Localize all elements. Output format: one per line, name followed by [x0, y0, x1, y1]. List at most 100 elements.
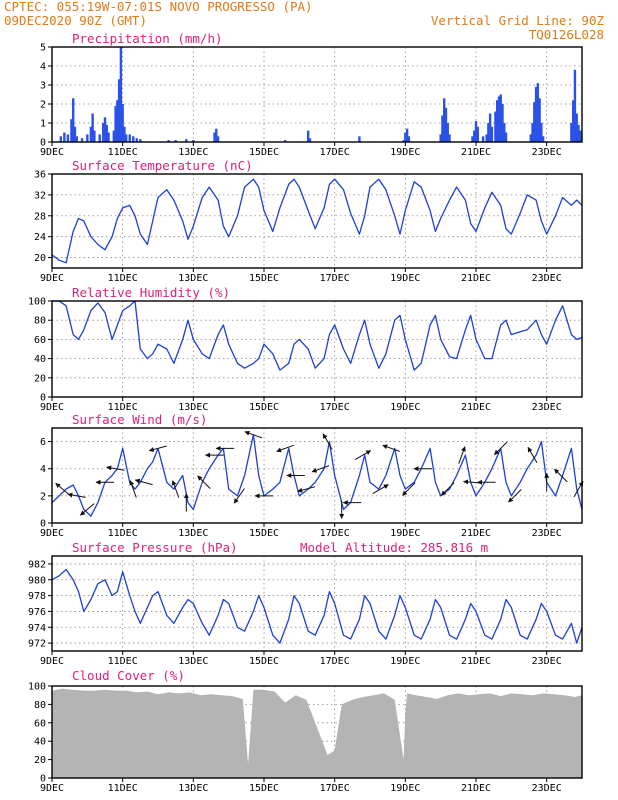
precip-bar — [112, 130, 116, 142]
wind-frame — [51, 427, 583, 524]
precip-bar — [91, 113, 94, 142]
humidity-title: Relative Humidity (%) — [72, 285, 230, 300]
precip-bar — [444, 107, 448, 142]
wind-direction-arrow — [354, 450, 372, 461]
precip-bar — [89, 126, 93, 142]
humidity-xtick-label: 13DEC — [178, 402, 208, 413]
pressure-ytick-label: 974 — [28, 623, 46, 634]
temperature-ytick-label: 36 — [34, 170, 46, 181]
precip-bar — [185, 139, 188, 142]
precip-bar — [497, 96, 501, 142]
cloud-cover-xtick-label: 17DEC — [320, 783, 350, 794]
wind-direction-arrow — [297, 486, 316, 493]
wind-xtick-label: 23DEC — [532, 528, 562, 539]
pressure-xtick-label: 23DEC — [532, 656, 562, 667]
precip-bar — [125, 134, 128, 142]
precip-bar — [405, 128, 409, 142]
temperature-frame — [51, 173, 583, 269]
precip-bar — [102, 123, 105, 142]
precip-bar — [86, 134, 89, 142]
pressure-series-line — [51, 568, 583, 644]
wind-direction-arrow — [372, 484, 389, 495]
humidity-xtick-label: 23DEC — [532, 402, 562, 413]
precip-bar — [499, 94, 502, 142]
cloud-cover-ytick-label: 20 — [34, 755, 46, 766]
precip-bar — [119, 47, 123, 142]
wind-direction-arrow — [458, 446, 466, 464]
precip-bar — [487, 123, 490, 142]
precipitation-ytick-label: 0 — [40, 138, 46, 149]
wind-ytick-label: 6 — [40, 437, 46, 448]
wind-direction-arrow — [171, 480, 180, 498]
pressure-xtick-label: 13DEC — [178, 656, 208, 667]
cloud-cover-area — [52, 688, 582, 778]
wind-title: Surface Wind (m/s) — [72, 412, 207, 427]
precip-bar — [121, 104, 124, 142]
precipitation-ytick-label: 2 — [40, 100, 46, 111]
precipitation-xtick-label: 13DEC — [178, 147, 208, 158]
pressure-frame — [51, 555, 583, 652]
precip-bar — [577, 124, 580, 142]
wind-direction-arrow — [402, 482, 416, 496]
precip-bar — [107, 132, 110, 142]
temperature-ytick-label: 28 — [34, 211, 46, 222]
temperature-panel: 20 24 28 32 36 9DEC 11DEC 13DEC 15DEC 17DEC 19DEC 2… — [34, 158, 583, 284]
wind-direction-arrow — [494, 441, 508, 456]
precip-bar — [80, 138, 84, 142]
pressure-xtick-label: 17DEC — [320, 656, 350, 667]
humidity-xtick-label: 15DEC — [249, 402, 279, 413]
wind-direction-arrow — [382, 444, 400, 452]
temperature-xtick-label: 17DEC — [320, 273, 350, 284]
precip-bar — [139, 139, 142, 142]
wind-ytick-label: 0 — [40, 519, 46, 530]
pressure-xtick-label: 15DEC — [249, 656, 279, 667]
precipitation-xtick-label: 23DEC — [532, 147, 562, 158]
humidity-panel: 0 20 40 60 80 100 9DEC 11DEC 13DEC 15DEC 17DEC 19DE… — [28, 285, 583, 413]
precip-bar — [98, 134, 101, 142]
humidity-series-line — [52, 300, 583, 371]
precip-bar — [284, 140, 287, 142]
precip-bar — [439, 134, 442, 142]
header-date: 09DEC2020 90Z (GMT) — [4, 13, 147, 28]
humidity-frame — [51, 300, 583, 398]
wind-direction-arrow — [441, 482, 455, 496]
precip-bar — [306, 130, 310, 142]
cloud-cover-ytick-label: 40 — [34, 737, 46, 748]
precip-bar — [358, 136, 361, 142]
cloud-cover-xtick-label: 11DEC — [108, 783, 138, 794]
wind-panel: 0 2 4 6 9DEC 11DEC 13DEC 15DEC 17DEC 19DEC 21DEC 23… — [40, 412, 584, 539]
cloud-cover-panel: 0 20 40 60 80 100 9DEC 11DEC 13DEC 15DEC 17DEC 19DE… — [28, 668, 583, 794]
temperature-xtick-label: 19DEC — [390, 273, 420, 284]
wind-xtick-label: 17DEC — [320, 528, 350, 539]
cloud-cover-xtick-label: 15DEC — [249, 783, 279, 794]
temperature-xtick-label: 15DEC — [249, 273, 279, 284]
wind-direction-arrow — [276, 444, 294, 453]
temperature-xtick-label: 11DEC — [108, 273, 138, 284]
temperature-ytick-label: 24 — [34, 232, 46, 243]
precipitation-ytick-label: 4 — [40, 62, 46, 73]
pressure-panel: 972 974 976 978 980 982 9DEC 11DEC 13DEC 15DEC 17D… — [28, 540, 583, 667]
cloud-cover-xtick-label: 23DEC — [532, 783, 562, 794]
temperature-xtick-label: 13DEC — [178, 273, 208, 284]
wind-direction-arrow — [554, 468, 568, 483]
precip-bar — [66, 134, 70, 142]
precip-bar — [117, 79, 121, 142]
cloud-cover-xtick-label: 13DEC — [178, 783, 208, 794]
precip-bar — [476, 126, 479, 142]
pressure-ytick-label: 976 — [28, 607, 46, 618]
precip-bar — [441, 115, 444, 142]
precip-bar — [105, 124, 108, 142]
precipitation-ytick-label: 3 — [40, 81, 46, 92]
precipitation-xtick-label: 17DEC — [320, 147, 350, 158]
wind-direction-arrow — [244, 430, 263, 439]
precip-bar — [534, 86, 538, 142]
precipitation-frame — [51, 46, 583, 143]
pressure-xtick-label: 11DEC — [108, 656, 138, 667]
humidity-ytick-label: 0 — [40, 393, 46, 404]
humidity-ytick-label: 100 — [28, 297, 46, 308]
wind-direction-arrow — [67, 492, 86, 498]
precip-bar — [570, 123, 573, 142]
precip-bar — [116, 100, 119, 142]
humidity-xtick-label: 11DEC — [108, 402, 138, 413]
